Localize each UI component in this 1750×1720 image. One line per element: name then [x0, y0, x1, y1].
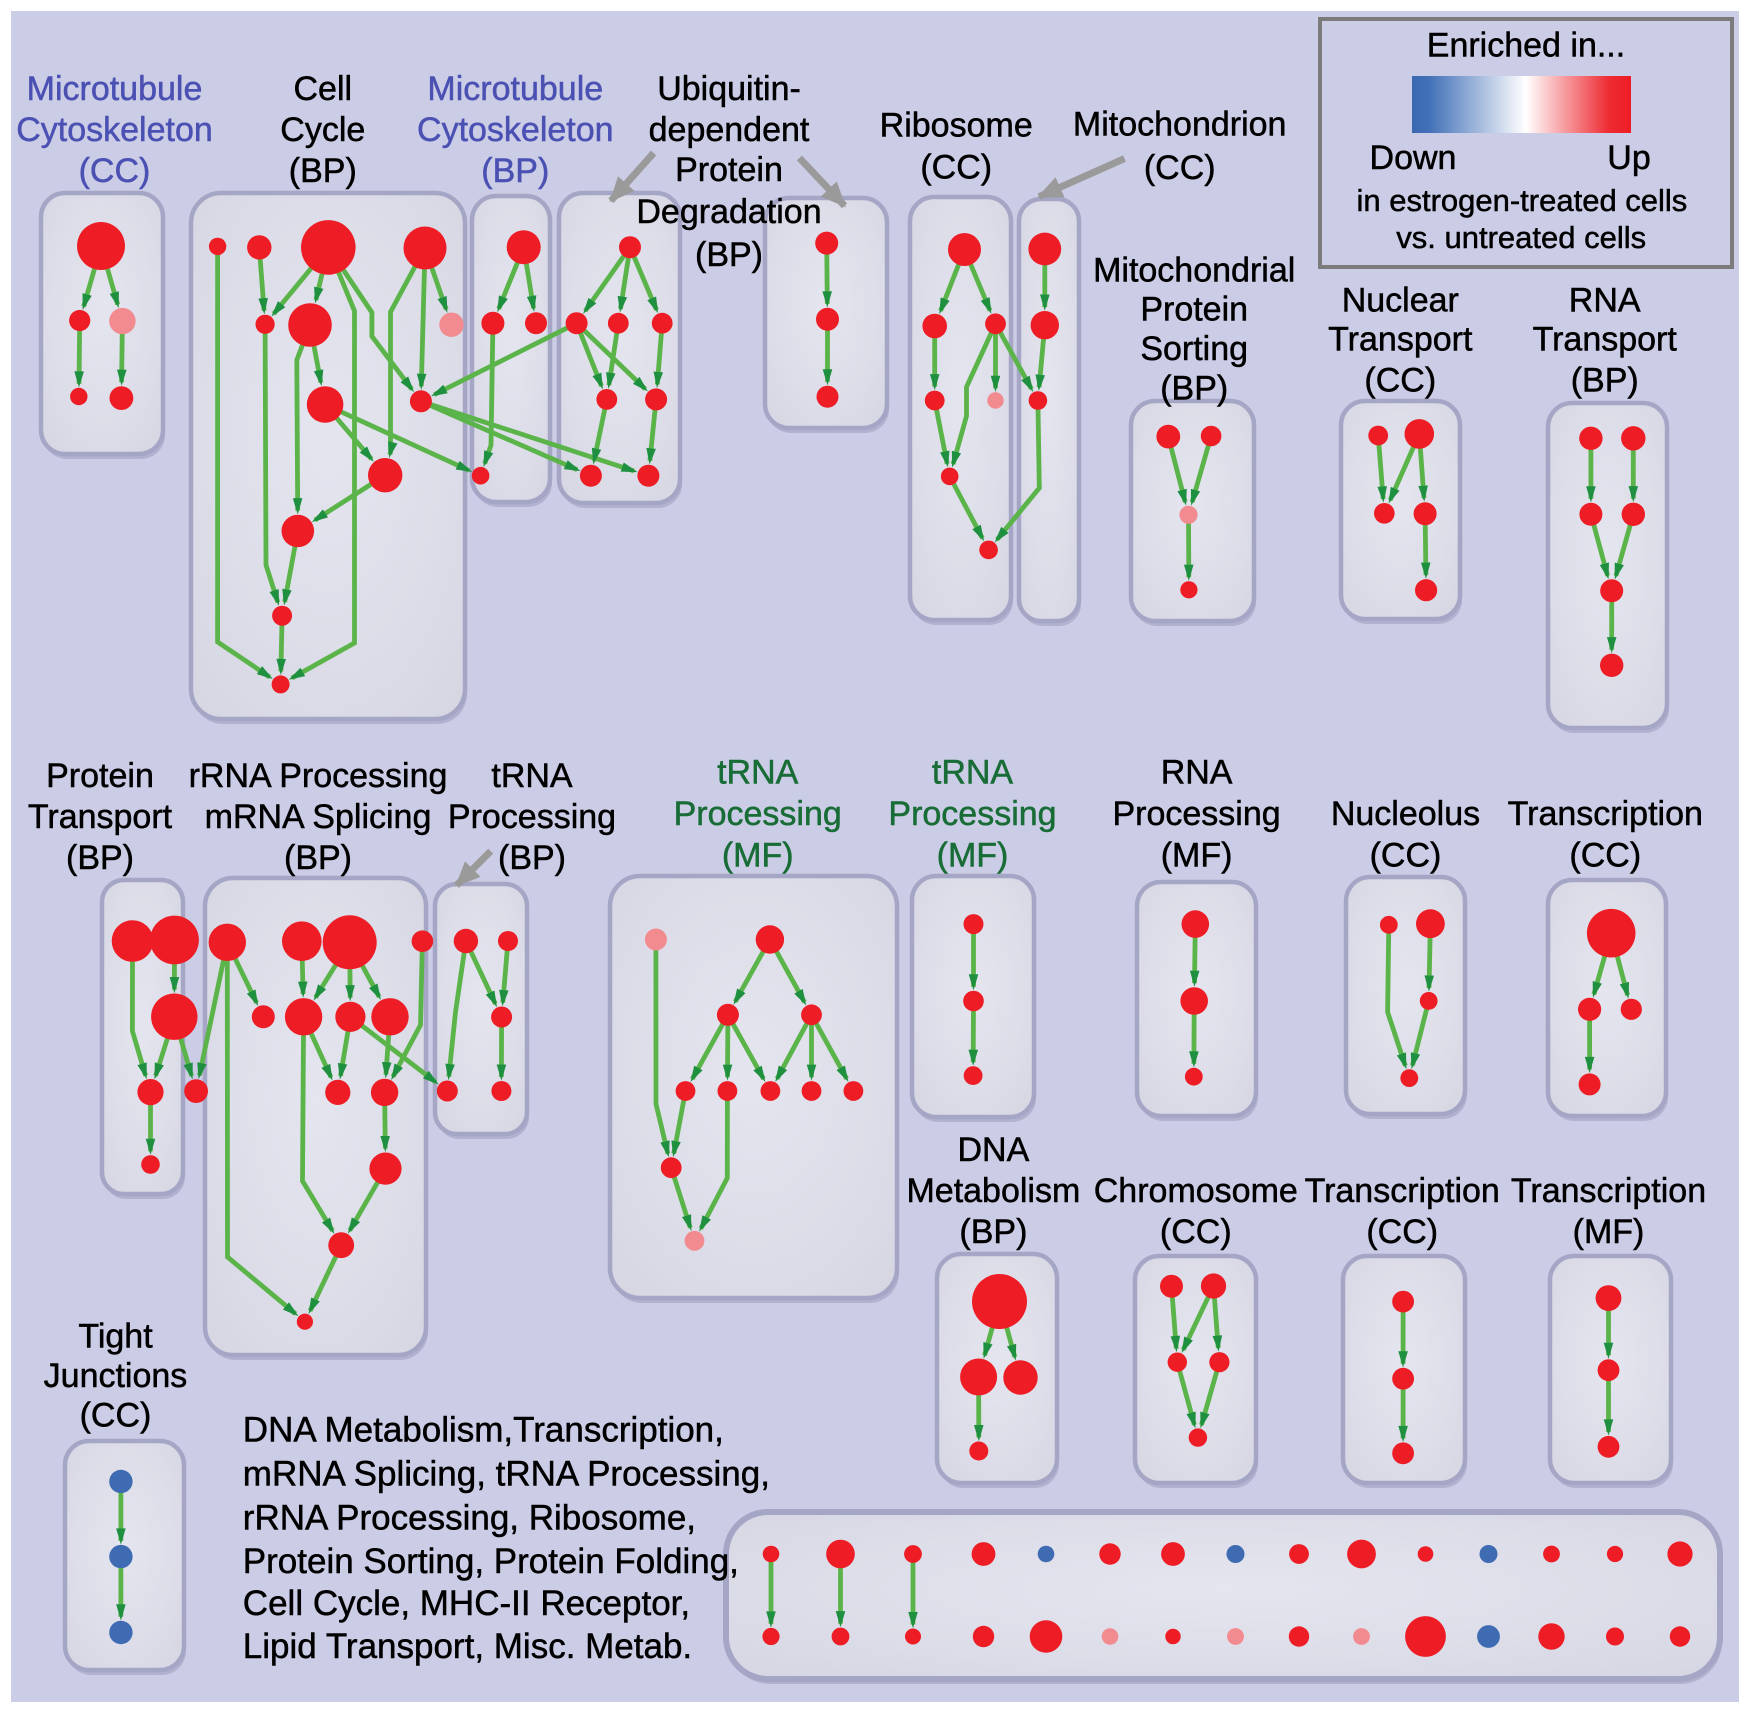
- svg-text:DNA Metabolism,Transcription,: DNA Metabolism,Transcription,: [243, 1411, 724, 1450]
- svg-text:DNA: DNA: [958, 1131, 1030, 1169]
- svg-text:Cytoskeleton: Cytoskeleton: [417, 111, 614, 149]
- svg-text:(CC): (CC): [1364, 362, 1436, 400]
- svg-text:Cell Cycle, MHC-II Receptor,: Cell Cycle, MHC-II Receptor,: [243, 1584, 690, 1623]
- svg-text:(BP): (BP): [66, 839, 134, 877]
- svg-text:Transport: Transport: [1533, 320, 1678, 358]
- svg-text:Enriched in...: Enriched in...: [1427, 27, 1625, 65]
- svg-text:(CC): (CC): [1370, 836, 1442, 874]
- svg-text:Nuclear: Nuclear: [1342, 281, 1459, 319]
- svg-text:tRNA: tRNA: [717, 754, 799, 792]
- svg-text:Cycle: Cycle: [280, 111, 365, 149]
- svg-text:Degradation: Degradation: [636, 193, 821, 231]
- svg-text:rRNA Processing, Ribosome,: rRNA Processing, Ribosome,: [243, 1498, 696, 1537]
- svg-text:(BP): (BP): [959, 1213, 1027, 1251]
- svg-text:(MF): (MF): [937, 836, 1009, 874]
- svg-text:Transport: Transport: [28, 798, 173, 836]
- svg-text:(CC): (CC): [920, 148, 992, 186]
- svg-text:tRNA: tRNA: [932, 754, 1014, 792]
- svg-text:(MF): (MF): [1161, 836, 1233, 874]
- svg-text:(BP): (BP): [289, 152, 357, 190]
- svg-text:(CC): (CC): [79, 152, 151, 190]
- svg-text:Nucleolus: Nucleolus: [1331, 795, 1480, 833]
- svg-text:Microtubule: Microtubule: [27, 70, 203, 108]
- svg-text:Processing: Processing: [674, 795, 842, 833]
- svg-text:(CC): (CC): [1160, 1213, 1232, 1251]
- svg-text:Tight: Tight: [78, 1317, 153, 1355]
- svg-text:in estrogen-treated cells: in estrogen-treated cells: [1356, 183, 1687, 218]
- svg-text:Transcription: Transcription: [1511, 1172, 1706, 1210]
- svg-text:Ubiquitin-: Ubiquitin-: [657, 70, 801, 108]
- svg-text:(CC): (CC): [1144, 149, 1216, 187]
- svg-text:Protein: Protein: [46, 757, 154, 795]
- svg-text:RNA: RNA: [1569, 281, 1641, 319]
- svg-text:Mitochondrion: Mitochondrion: [1073, 105, 1287, 143]
- svg-text:(MF): (MF): [1573, 1213, 1645, 1251]
- svg-text:(BP): (BP): [695, 236, 763, 274]
- svg-text:(BP): (BP): [1160, 370, 1228, 408]
- svg-text:Lipid Transport, Misc. Metab.: Lipid Transport, Misc. Metab.: [243, 1627, 692, 1666]
- svg-text:rRNA Processing: rRNA Processing: [189, 757, 448, 795]
- svg-text:Protein Sorting, Protein Foldi: Protein Sorting, Protein Folding,: [243, 1542, 739, 1581]
- svg-text:Processing: Processing: [888, 795, 1056, 833]
- svg-text:vs. untreated cells: vs. untreated cells: [1396, 220, 1646, 255]
- svg-text:Protein: Protein: [675, 151, 783, 189]
- svg-text:(CC): (CC): [80, 1397, 152, 1435]
- svg-text:Transcription: Transcription: [1508, 795, 1703, 833]
- svg-text:Processing: Processing: [448, 798, 616, 836]
- svg-text:(MF): (MF): [722, 836, 794, 874]
- svg-text:RNA: RNA: [1161, 754, 1233, 792]
- svg-text:Mitochondrial: Mitochondrial: [1093, 251, 1295, 289]
- svg-text:Sorting: Sorting: [1140, 330, 1248, 368]
- svg-text:mRNA Splicing: mRNA Splicing: [205, 798, 432, 836]
- svg-text:dependent: dependent: [649, 111, 810, 149]
- svg-text:Microtubule: Microtubule: [427, 70, 603, 108]
- svg-text:Junctions: Junctions: [44, 1357, 188, 1395]
- svg-text:Processing: Processing: [1112, 795, 1280, 833]
- svg-text:Chromosome: Chromosome: [1094, 1172, 1298, 1210]
- svg-text:(BP): (BP): [498, 839, 566, 877]
- svg-text:Cytoskeleton: Cytoskeleton: [16, 111, 213, 149]
- svg-text:Transport: Transport: [1328, 320, 1473, 358]
- svg-text:(BP): (BP): [481, 152, 549, 190]
- svg-text:Up: Up: [1607, 139, 1650, 177]
- svg-text:Ribosome: Ribosome: [880, 107, 1033, 145]
- svg-text:mRNA Splicing, tRNA Processing: mRNA Splicing, tRNA Processing,: [243, 1455, 770, 1494]
- svg-text:(BP): (BP): [284, 839, 352, 877]
- svg-text:Cell: Cell: [294, 70, 353, 108]
- svg-text:Transcription: Transcription: [1305, 1172, 1500, 1210]
- svg-text:Metabolism: Metabolism: [906, 1172, 1080, 1210]
- svg-text:Down: Down: [1370, 139, 1457, 177]
- svg-text:(CC): (CC): [1569, 836, 1641, 874]
- svg-text:(BP): (BP): [1571, 362, 1639, 400]
- svg-text:(CC): (CC): [1366, 1213, 1438, 1251]
- svg-text:Protein: Protein: [1140, 291, 1248, 329]
- svg-text:tRNA: tRNA: [491, 757, 573, 795]
